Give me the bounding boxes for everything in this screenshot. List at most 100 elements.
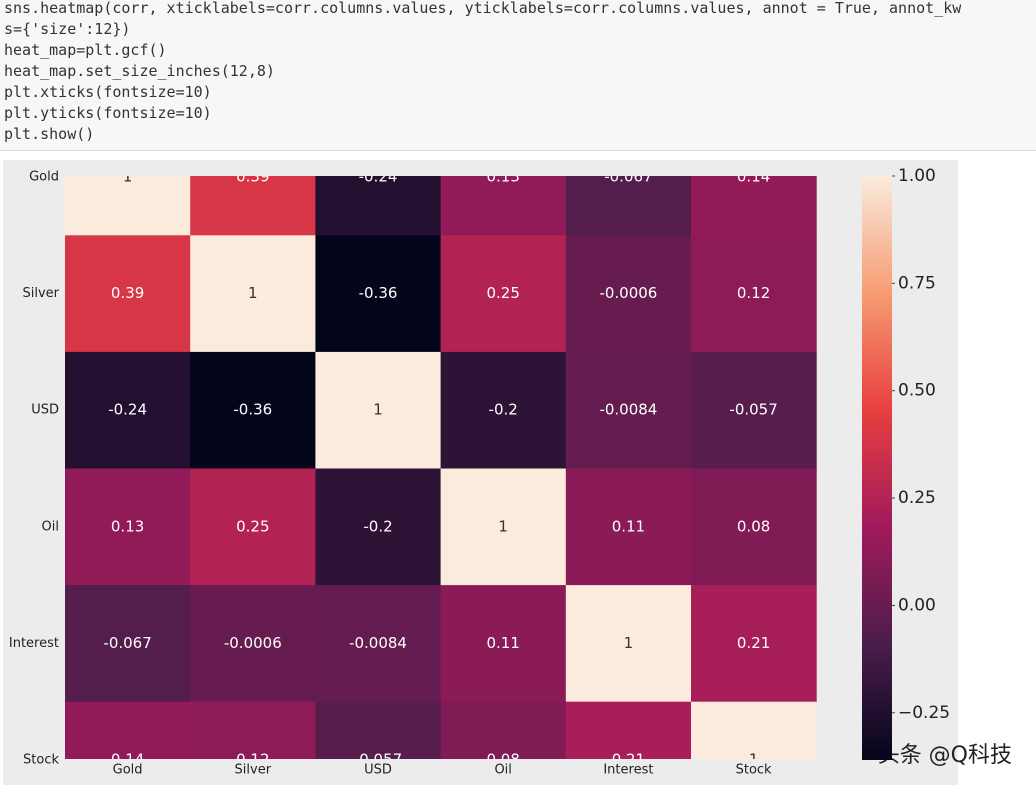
heatmap-cell (440, 585, 567, 703)
code-cell: sns.heatmap(corr, xticklabels=corr.colum… (0, 0, 1036, 151)
cell-annotation: -0.057 (729, 401, 777, 419)
heatmap-cell (565, 701, 692, 759)
heatmap-cell (315, 585, 442, 703)
x-tick-label: USD (364, 763, 392, 778)
colorbar-tick-label: 0.50 (898, 381, 936, 401)
heatmap-cell (190, 585, 316, 703)
cell-annotation: 0.13 (486, 168, 519, 186)
heatmap-cell (65, 701, 191, 759)
cell-annotation: 1 (749, 751, 759, 769)
heatmap-cell (65, 468, 191, 586)
cell-annotation: 0.21 (737, 634, 770, 652)
heatmap-cell (440, 235, 567, 353)
heatmap-cell (691, 701, 817, 759)
heatmap-cell (65, 235, 191, 353)
heatmap-cell (440, 701, 567, 759)
heatmap-cell (315, 176, 442, 236)
heatmap-cell (440, 468, 567, 586)
cell-annotation: -0.2 (489, 401, 518, 419)
cell-annotation: 0.14 (737, 168, 770, 186)
cell-annotation: 0.39 (111, 284, 144, 302)
cell-annotation: -0.24 (108, 401, 147, 419)
code-line: sns.heatmap(corr, xticklabels=corr.colum… (4, 0, 962, 17)
cell-annotation: 0.08 (737, 517, 770, 535)
heatmap-cell (315, 235, 442, 353)
cell-annotation: 0.13 (111, 517, 144, 535)
heatmap-cell (691, 585, 817, 703)
y-tick-label: Interest (9, 636, 59, 651)
cell-annotation: 0.14 (111, 751, 144, 769)
heatmap-cell (691, 176, 817, 236)
heatmap-cell (691, 468, 817, 586)
code-line: heat_map=plt.gcf() (4, 41, 167, 59)
cell-annotation: 0.11 (612, 517, 645, 535)
cell-annotation: 1 (624, 634, 634, 652)
y-tick-label: Oil (42, 519, 59, 534)
heatmap-cell (65, 585, 191, 703)
cell-annotation: -0.2 (363, 517, 392, 535)
colorbar-tick-label: 0.25 (898, 488, 936, 508)
heatmap-cell (190, 701, 316, 759)
heatmap-cell (190, 468, 316, 586)
code-line: plt.yticks(fontsize=10) (4, 104, 212, 122)
cell-annotation: -0.0006 (599, 284, 657, 302)
cell-annotation: 0.11 (486, 634, 519, 652)
heatmap-cell (691, 351, 817, 469)
heatmap-cell (440, 176, 567, 236)
cell-annotation: 1 (498, 517, 508, 535)
heatmap-cell (565, 176, 692, 236)
cell-annotation: 1 (123, 168, 133, 186)
y-tick-label: Stock (23, 753, 59, 768)
y-tick-label: USD (31, 403, 59, 418)
x-tick-label: Stock (736, 763, 772, 778)
heatmap-cell (440, 351, 567, 469)
x-tick-label: Silver (235, 763, 272, 778)
code-line: plt.xticks(fontsize=10) (4, 83, 212, 101)
cell-annotation: -0.0084 (349, 634, 407, 652)
heatmap-cell (65, 176, 191, 236)
cell-annotation: 0.39 (236, 168, 269, 186)
cell-annotation: 1 (373, 401, 383, 419)
heatmap-cell (190, 351, 316, 469)
cell-annotation: -0.067 (604, 168, 652, 186)
cell-annotation: 0.21 (612, 751, 645, 769)
code-line: s={'size':12}) (4, 20, 131, 38)
cell-annotation: -0.0006 (224, 634, 282, 652)
colorbar-tick-label: 0.75 (898, 273, 936, 293)
cell-annotation: 0.12 (236, 751, 269, 769)
colorbar (862, 176, 892, 760)
cell-annotation: 0.08 (486, 751, 519, 769)
cell-annotation: -0.24 (359, 168, 398, 186)
heatmap-cell (190, 235, 316, 353)
cell-annotation: 0.25 (236, 517, 269, 535)
heatmap-cell (315, 468, 442, 586)
x-tick-label: Oil (494, 763, 511, 778)
y-tick-label: Silver (22, 286, 59, 301)
heatmap-cell (691, 235, 817, 353)
heatmap-cell (565, 468, 692, 586)
heatmap-cell (565, 585, 692, 703)
code-line: heat_map.set_size_inches(12,8) (4, 62, 275, 80)
cell-annotation: 1 (248, 284, 258, 302)
heatmap-cell (190, 176, 316, 236)
x-tick-label: Interest (603, 763, 653, 778)
cell-annotation: 0.25 (486, 284, 519, 302)
heatmap-cell (315, 351, 442, 469)
colorbar-tick-label: −0.25 (898, 703, 950, 723)
x-tick-label: Gold (113, 763, 143, 778)
heatmap-cell (565, 235, 692, 353)
colorbar-tick-label: 0.00 (898, 595, 936, 615)
cell-annotation: -0.057 (354, 751, 402, 769)
heatmap-cell (65, 351, 191, 469)
y-tick-label: Gold (29, 170, 59, 185)
cell-annotation: -0.36 (359, 284, 398, 302)
heatmap-cell (315, 701, 442, 759)
colorbar-tick-label: 1.00 (898, 166, 936, 186)
code-line: plt.show() (4, 125, 95, 143)
watermark: 头条 @Q科技 (878, 743, 1012, 768)
heatmap-cell (565, 351, 692, 469)
cell-annotation: -0.0084 (599, 401, 657, 419)
cell-annotation: -0.36 (233, 401, 272, 419)
